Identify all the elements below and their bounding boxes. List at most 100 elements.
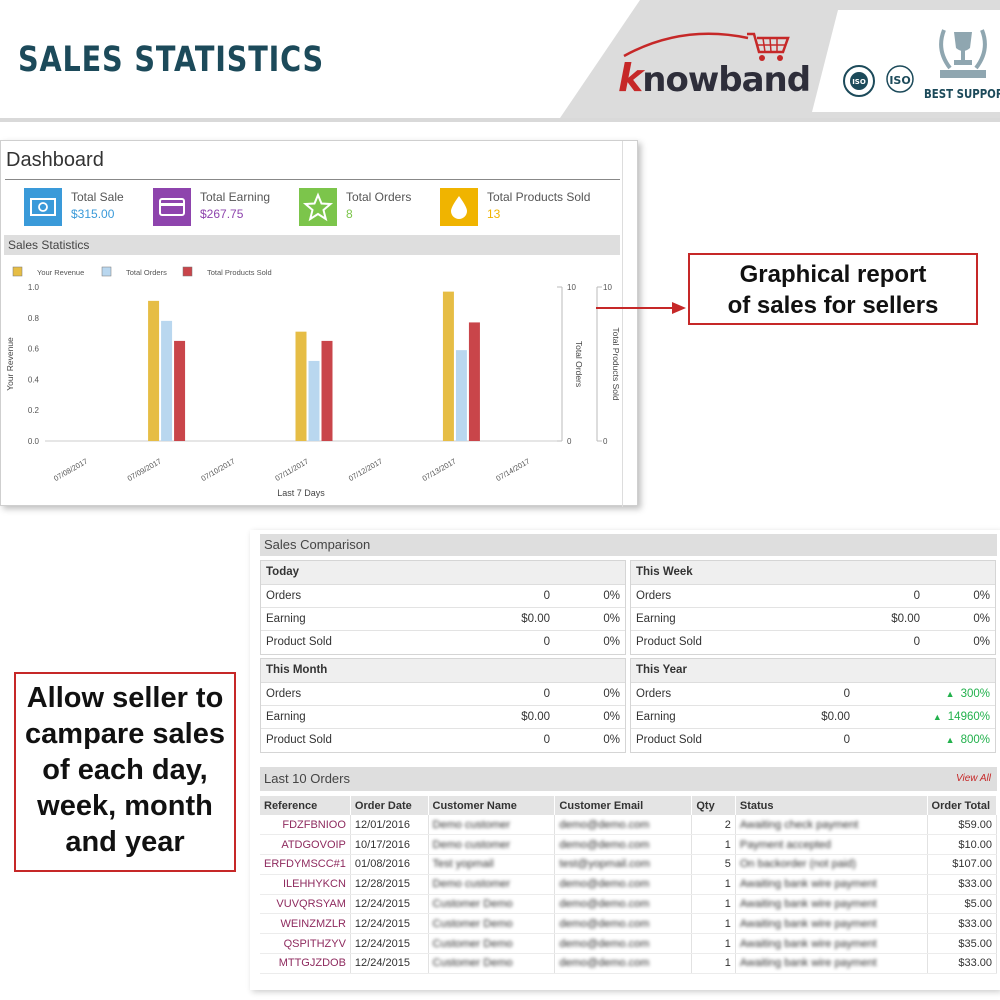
- arrow-icon: [596, 302, 686, 314]
- col-customer-name[interactable]: Customer Name: [428, 796, 556, 815]
- view-all-link[interactable]: View All: [955, 773, 991, 784]
- col-status[interactable]: Status: [735, 796, 928, 815]
- orders-body: FDZFBNIOO 12/01/2016 Demo customer demo@dem…: [260, 815, 998, 974]
- order-total: $10.00: [927, 834, 998, 856]
- period-row: Product Sold 0 0%: [631, 631, 995, 654]
- table-row[interactable]: QSPITHZYV 12/24/2015 Customer Demo demo@dem…: [260, 933, 998, 955]
- x-tick-label: 07/08/2017: [52, 457, 89, 484]
- row-percent: ▲ 14960%: [933, 711, 990, 723]
- title-divider: [5, 179, 620, 180]
- order-date: 12/01/2016: [350, 815, 429, 836]
- star-icon: [299, 188, 337, 226]
- row-label: Earning: [636, 613, 676, 625]
- y-axis-title: Your Revenue: [5, 337, 15, 391]
- legend-label: Your Revenue: [37, 268, 84, 277]
- row-label: Earning: [636, 711, 676, 723]
- row-label: Product Sold: [266, 734, 332, 746]
- order-date: 01/08/2016: [350, 854, 429, 875]
- period-row: Orders 0 0%: [261, 683, 625, 706]
- shopping-cart-icon: [747, 32, 790, 61]
- row-percent: ▲ 300%: [946, 688, 990, 700]
- col-order-total[interactable]: Order Total: [927, 796, 998, 815]
- col-customer-email[interactable]: Customer Email: [554, 796, 693, 815]
- order-reference[interactable]: WEINZMZLR: [260, 913, 351, 935]
- callout-line: of each day,: [42, 754, 208, 786]
- customer-email: demo@demo.com: [554, 815, 693, 836]
- table-row[interactable]: ATDGOVOIP 10/17/2016 Demo customer demo@dem…: [260, 834, 998, 856]
- customer-name: Customer Demo: [428, 933, 556, 955]
- order-qty: 1: [691, 874, 736, 895]
- order-qty: 1: [691, 953, 736, 974]
- credit-card-icon: [153, 188, 191, 226]
- table-row[interactable]: MTTGJZDOB 12/24/2015 Customer Demo demo@dem…: [260, 953, 998, 974]
- row-percent: ▲ 800%: [946, 734, 990, 746]
- customer-name: Customer Demo: [428, 913, 556, 935]
- row-value: 0: [913, 590, 920, 602]
- bar-your-revenue: [148, 300, 160, 441]
- right-axis-2-title: Total Products Sold: [611, 327, 621, 401]
- y-tick-label: 0.8: [28, 314, 40, 323]
- order-status: Awaiting bank wire payment: [735, 913, 928, 935]
- customer-email: demo@demo.com: [554, 933, 693, 955]
- row-label: Orders: [266, 688, 302, 700]
- period-title: This Month: [261, 659, 625, 683]
- period-row: Product Sold 0 0%: [261, 631, 625, 654]
- customer-name: Customer Demo: [428, 953, 556, 974]
- right-tick-label: 0: [567, 437, 572, 446]
- order-status: Awaiting check payment: [735, 815, 928, 836]
- order-reference[interactable]: FDZFBNIOO: [260, 815, 351, 836]
- customer-email: demo@demo.com: [554, 953, 693, 974]
- up-arrow-icon: ▲: [945, 689, 955, 699]
- order-reference[interactable]: VUVQRSYAM: [260, 894, 351, 915]
- row-value: 0: [543, 636, 550, 648]
- table-row[interactable]: WEINZMZLR 12/24/2015 Customer Demo demo@dem…: [260, 913, 998, 935]
- legend-label: Total Orders: [126, 268, 167, 277]
- x-tick-label: 07/09/2017: [126, 457, 163, 484]
- col-reference[interactable]: Reference: [260, 796, 351, 815]
- table-row[interactable]: ILEHHYKCN 12/28/2015 Demo customer demo@dem…: [260, 874, 998, 895]
- customer-email: test@yopmail.com: [554, 854, 693, 875]
- order-total: $33.00: [927, 913, 998, 935]
- order-reference[interactable]: QSPITHZYV: [260, 933, 351, 955]
- order-reference[interactable]: MTTGJZDOB: [260, 953, 351, 974]
- row-percent-value: 14960%: [947, 711, 990, 723]
- table-row[interactable]: FDZFBNIOO 12/01/2016 Demo customer demo@dem…: [260, 815, 998, 836]
- drop-icon: [440, 188, 478, 226]
- up-arrow-icon: ▲: [945, 735, 955, 745]
- order-reference[interactable]: ATDGOVOIP: [260, 834, 351, 856]
- bar-total-products-sold: [321, 340, 333, 441]
- order-total: $5.00: [927, 894, 998, 915]
- right-tick-label: 10: [567, 283, 576, 292]
- order-reference[interactable]: ERFDYMSCC#1: [260, 854, 351, 875]
- row-value: 0: [543, 688, 550, 700]
- table-row[interactable]: ERFDYMSCC#1 01/08/2016 Test yopmail test@yo…: [260, 854, 998, 875]
- trophy-icon: [939, 29, 987, 78]
- row-value: $0.00: [521, 613, 550, 625]
- order-total: $59.00: [927, 815, 998, 836]
- y-tick-label: 0.0: [28, 437, 40, 446]
- compare-sales-callout: Allow seller to campare sales of each da…: [14, 672, 236, 872]
- sales-comparison-panel: Sales Comparison Today Orders 0 0% Earning…: [250, 530, 1000, 990]
- order-status: Awaiting bank wire payment: [735, 894, 928, 915]
- bar-total-orders: [161, 320, 173, 441]
- period-title: Today: [261, 561, 625, 585]
- table-row[interactable]: VUVQRSYAM 12/24/2015 Customer Demo demo@dem…: [260, 894, 998, 915]
- period-row: Orders 0 0%: [261, 585, 625, 608]
- callout-line: of sales for sellers: [727, 292, 939, 319]
- banner-title: SALES STATISTICS: [18, 40, 325, 80]
- col-qty[interactable]: Qty: [691, 796, 736, 815]
- period-this-year: This Year Orders 0 ▲ 300% Earning $0.00 ▲ 1496…: [630, 658, 996, 753]
- row-value: $0.00: [521, 711, 550, 723]
- col-order-date[interactable]: Order Date: [350, 796, 429, 815]
- y-tick-label: 1.0: [28, 283, 40, 292]
- order-date: 12/24/2015: [350, 913, 429, 935]
- customer-name: Demo customer: [428, 834, 556, 856]
- up-arrow-icon: ▲: [932, 712, 942, 722]
- customer-name: Demo customer: [428, 815, 556, 836]
- row-label: Orders: [636, 590, 672, 602]
- order-reference[interactable]: ILEHHYKCN: [260, 874, 351, 895]
- last-orders-header: Last 10 Orders View All: [260, 767, 997, 791]
- row-label: Product Sold: [636, 636, 702, 648]
- order-qty: 1: [691, 913, 736, 935]
